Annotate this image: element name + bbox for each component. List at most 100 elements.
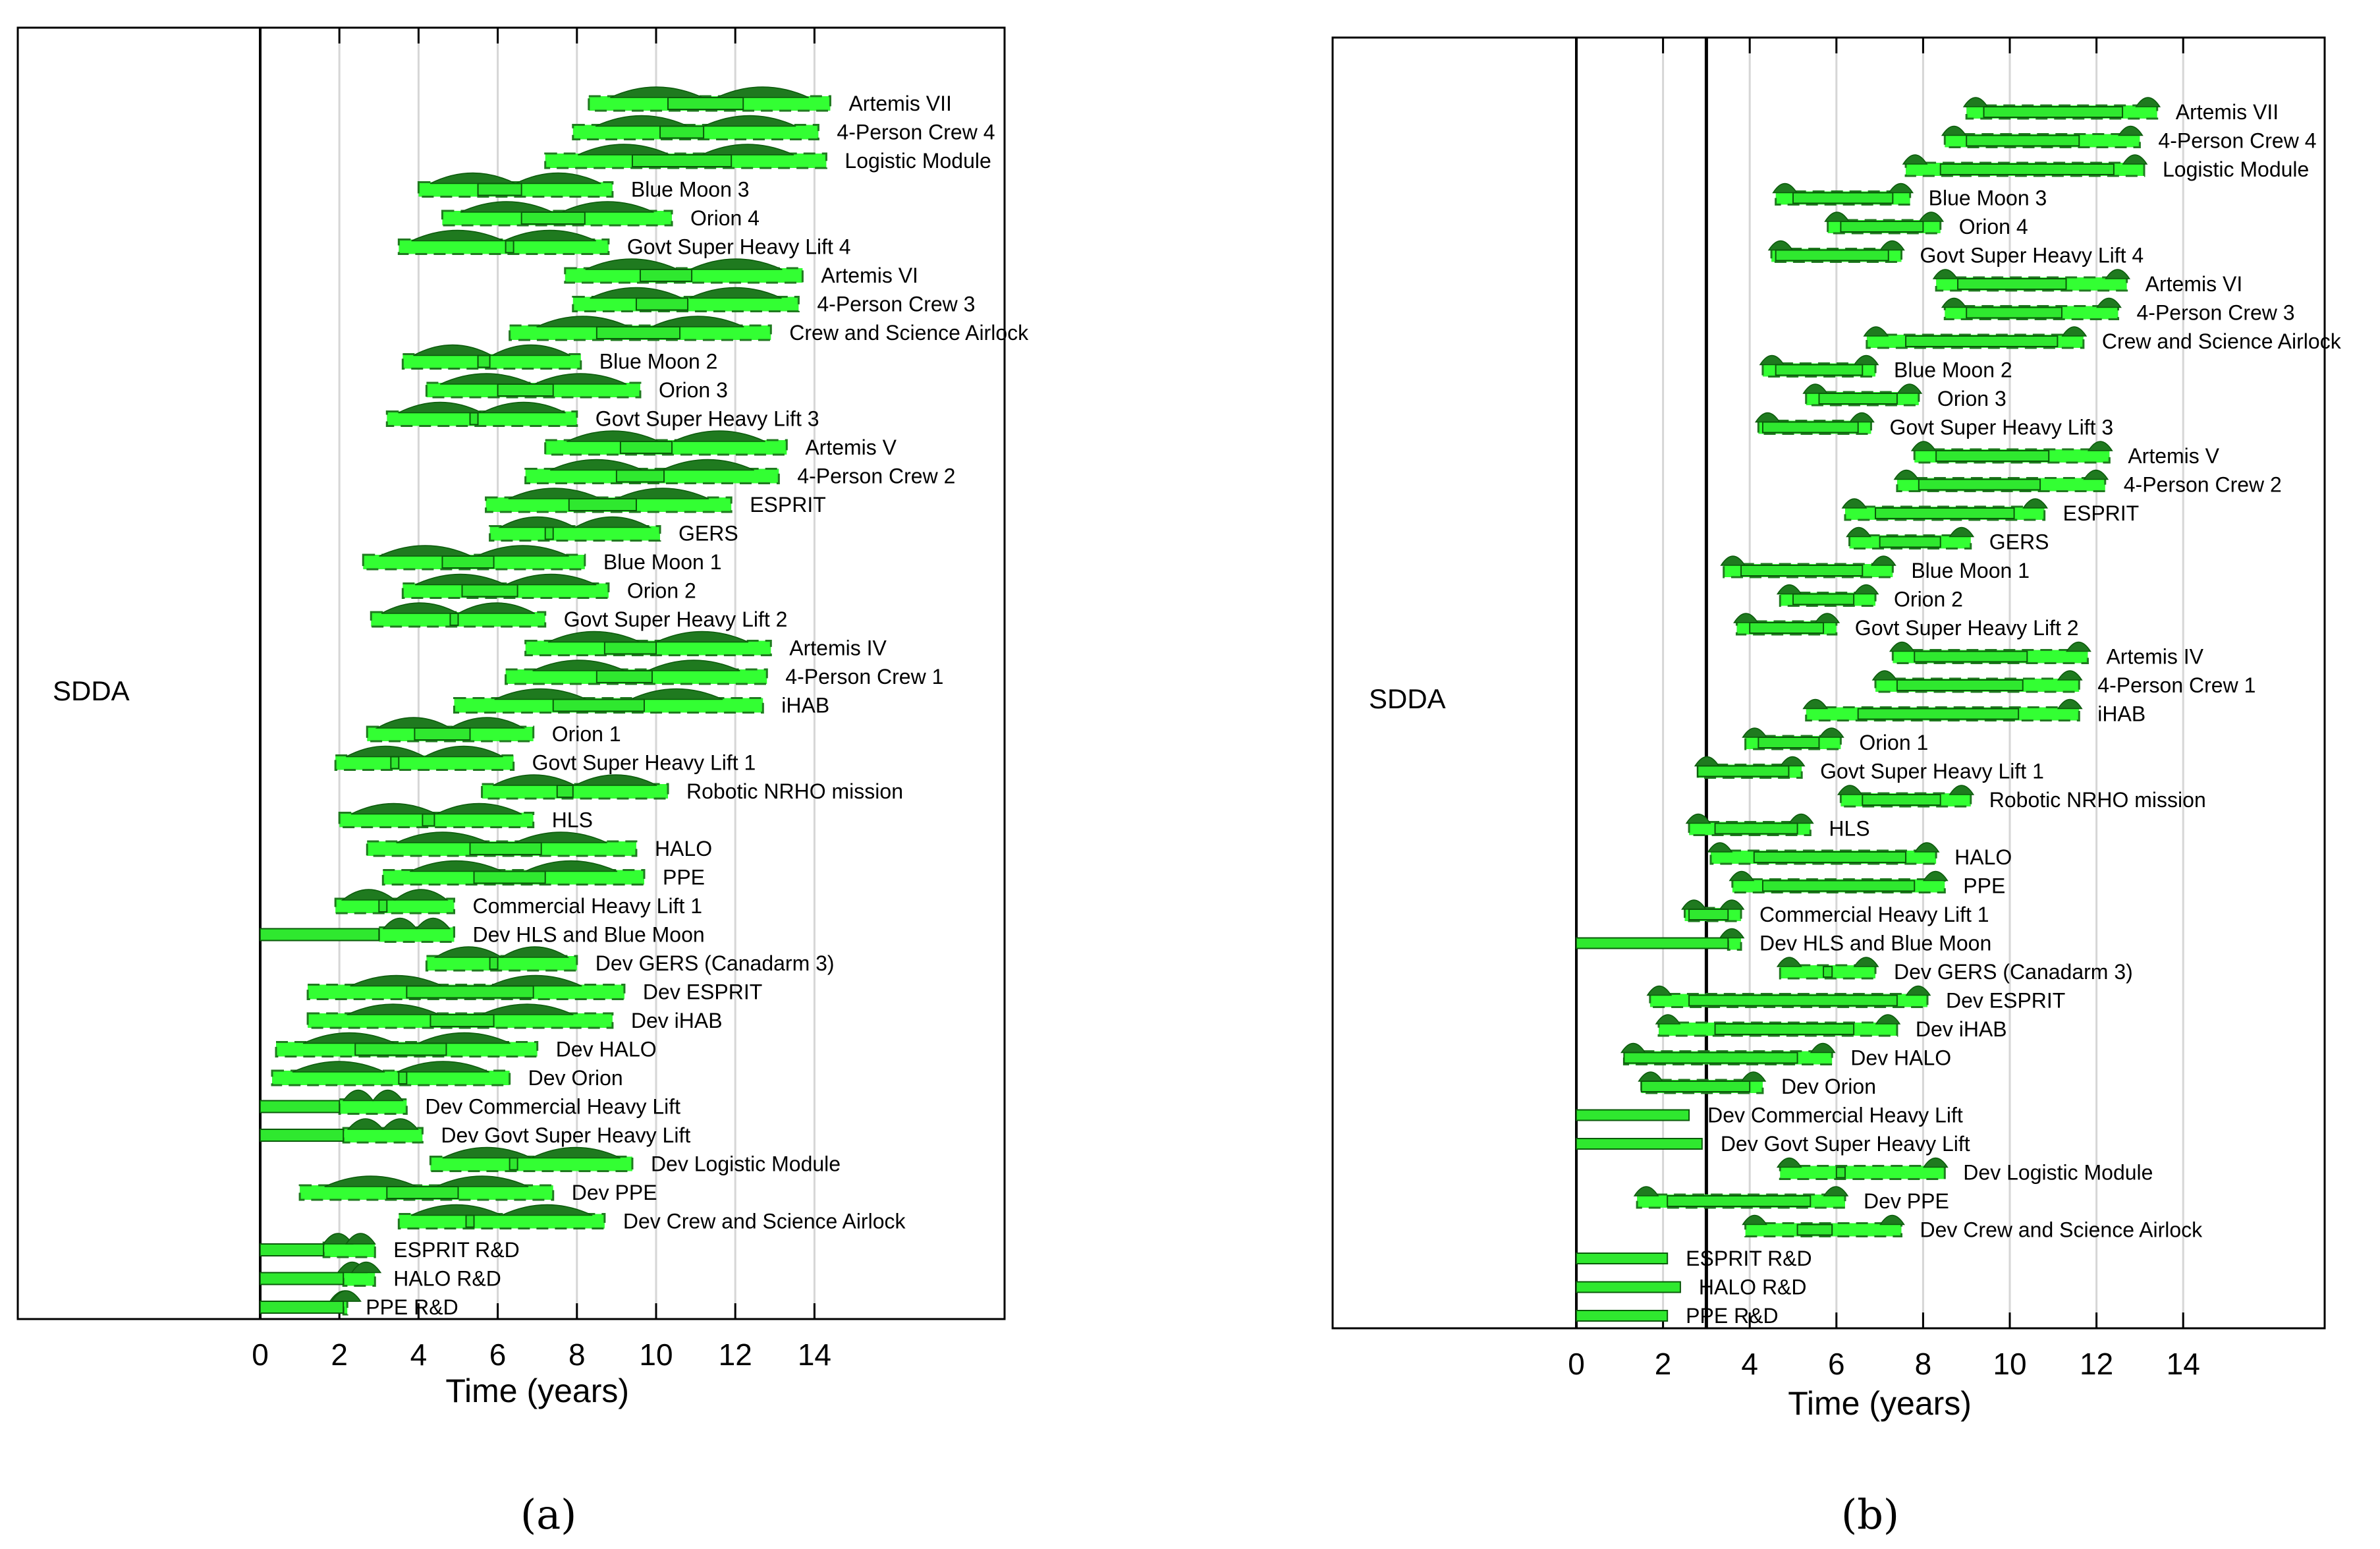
task-a-blue-moon-1: Blue Moon 1 (362, 545, 721, 574)
task-hump-start-a-logistic-module (577, 144, 671, 155)
task-hump-end-a-ppe (524, 860, 618, 872)
task-hump-start-a-4-person-crew-1 (532, 660, 625, 671)
task-hump-end-a-artemis-iv (655, 631, 749, 643)
task-bar-a-4-person-crew-1 (595, 670, 653, 683)
task-hump-end-b-4-person-crew-4 (2118, 125, 2144, 136)
task-b-4-person-crew-1: 4-Person Crew 1 (1871, 670, 2255, 697)
task-hump-end-a-hls (436, 803, 522, 815)
task-hump-end-a-4-person-crew-2 (661, 459, 754, 471)
task-a-dev-ihab: Dev iHAB (306, 1003, 723, 1032)
task-bar-b-blue-moon-1 (1740, 565, 1864, 577)
task-a-commercial-heavy-lift-1: Commercial Heavy Lift 1 (334, 889, 702, 918)
task-label-b-dev-crew-and-science-airlock: Dev Crew and Science Airlock (1920, 1218, 2203, 1242)
task-label-a-dev-ihab: Dev iHAB (631, 1009, 723, 1032)
task-bar-a-gers (544, 526, 554, 540)
task-a-orion-2: Orion 2 (401, 573, 696, 603)
task-bar-a-govt-super-heavy-lift-4 (505, 240, 514, 254)
task-bar-b-crew-and-science-airlock (1905, 335, 2059, 347)
task-hump-end-a-gers (572, 516, 652, 528)
task-hump-end-b-artemis-vii (2135, 97, 2161, 107)
task-b-govt-super-heavy-lift-3: Govt Super Heavy Lift 3 (1754, 412, 2113, 439)
task-bar-b-dev-govt-super-heavy-lift (1576, 1138, 1703, 1150)
plot-frame-a (16, 26, 1006, 1320)
task-a-orion-4: Orion 4 (441, 201, 760, 230)
task-bar-a-halo-r-d (260, 1272, 345, 1285)
task-label-b-robotic-nrho-mission: Robotic NRHO mission (1989, 788, 2206, 812)
task-bar-a-ppe (473, 870, 546, 884)
task-hump-start-b-orion-1 (1742, 727, 1767, 738)
task-bar-a-halo (469, 842, 542, 855)
task-label-a-dev-orion: Dev Orion (528, 1066, 623, 1090)
task-hump-start-a-commercial-heavy-lift-1 (341, 889, 397, 901)
task-bar-a-dev-hls-and-blue-moon (260, 928, 380, 942)
task-hump-end-a-dev-orion (397, 1061, 489, 1073)
task-hump-start-a-artemis-vii (610, 86, 703, 98)
task-label-a-govt-super-heavy-lift-2: Govt Super Heavy Lift 2 (564, 607, 788, 631)
task-bar-a-orion-3 (497, 383, 554, 397)
task-bar-a-artemis-vii (667, 97, 744, 110)
task-hump-end-a-orion-3 (534, 373, 627, 385)
task-bar-b-blue-moon-3 (1792, 192, 1894, 204)
task-bar-a-orion-2 (461, 584, 518, 598)
task-b-dev-ihab: Dev iHAB (1655, 1014, 2007, 1041)
task-hump-end-b-hls (1788, 813, 1814, 824)
task-a-dev-crew-and-science-airlock: Dev Crew and Science Airlock (397, 1204, 906, 1233)
task-bar-b-govt-super-heavy-lift-2 (1749, 622, 1825, 634)
task-hump-end-a-dev-govt-super-heavy-lift (381, 1118, 419, 1130)
task-hump-start-a-dev-crew-and-science-airlock (410, 1204, 502, 1216)
task-label-b-orion-3: Orion 3 (1937, 387, 2006, 410)
task-hump-start-b-dev-crew-and-science-airlock (1742, 1214, 1767, 1225)
task-hump-start-b-dev-esprit (1646, 985, 1673, 996)
task-a-esprit-r-d: ESPRIT R&D (260, 1233, 520, 1262)
task-spread-a-hls (338, 812, 535, 828)
task-b-gers: GERS (1846, 526, 2049, 554)
task-hump-end-b-dev-ihab (1875, 1014, 1901, 1025)
task-label-b-dev-govt-super-heavy-lift: Dev Govt Super Heavy Lift (1721, 1132, 1970, 1156)
task-bar-a-blue-moon-3 (477, 183, 522, 196)
task-bar-a-govt-super-heavy-lift-2 (449, 613, 459, 626)
task-b-crew-and-science-airlock: Crew and Science Airlock (1863, 326, 2342, 353)
task-bar-a-dev-halo (354, 1042, 447, 1056)
task-hump-end-b-orion-3 (1896, 383, 1923, 394)
caption-a: (a) (520, 1490, 577, 1538)
task-hump-end-a-dev-ihab (481, 1003, 574, 1015)
task-hump-end-b-govt-super-heavy-lift-1 (1779, 756, 1806, 767)
task-a-dev-gers-canadarm-3: Dev GERS (Canadarm 3) (425, 946, 835, 975)
task-hump-end-b-crew-and-science-airlock (2061, 326, 2088, 337)
task-label-a-crew-and-science-airlock: Crew and Science Airlock (789, 321, 1029, 345)
task-bar-a-logistic-module (631, 154, 733, 167)
task-bar-a-dev-ppe (386, 1186, 459, 1199)
task-label-b-ppe: PPE (1963, 874, 2005, 898)
task-label-a-4-person-crew-2: 4-Person Crew 2 (797, 465, 955, 488)
task-label-a-esprit: ESPRIT (750, 493, 826, 517)
task-hump-start-b-4-person-crew-2 (1893, 469, 1920, 480)
task-a-4-person-crew-2: 4-Person Crew 2 (524, 459, 955, 488)
plot-frame-b (1331, 36, 2326, 1330)
task-label-a-ppe-r-d: PPE R&D (366, 1295, 458, 1319)
task-label-b-ihab: iHAB (2097, 702, 2145, 726)
task-a-dev-halo: Dev HALO (275, 1032, 657, 1061)
task-hump-end-b-dev-crew-and-science-airlock (1879, 1214, 1905, 1225)
task-hump-end-b-4-person-crew-2 (2083, 469, 2109, 480)
task-b-ppe-r-d: PPE R&D (1576, 1304, 1779, 1328)
task-hump-start-a-robotic-nrho-mission (493, 774, 576, 786)
task-hump-start-a-halo (396, 831, 489, 843)
task-b-4-person-crew-3: 4-Person Crew 3 (1941, 297, 2295, 325)
task-hump-start-a-blue-moon-1 (379, 545, 472, 557)
task-hump-end-a-halo (514, 831, 607, 843)
task-b-dev-esprit: Dev ESPRIT (1646, 985, 2065, 1013)
task-hump-end-b-ppe (1922, 870, 1949, 882)
task-label-b-esprit-r-d: ESPRIT R&D (1686, 1247, 1812, 1270)
task-b-dev-orion: Dev Orion (1638, 1071, 1876, 1098)
task-hump-end-a-artemis-v (673, 430, 765, 442)
task-b-esprit-r-d: ESPRIT R&D (1576, 1247, 1812, 1270)
task-a-hls: HLS (338, 803, 593, 832)
task-b-blue-moon-2: Blue Moon 2 (1759, 354, 2012, 382)
tick-label-a-8: 8 (568, 1338, 586, 1372)
task-a-4-person-crew-4: 4-Person Crew 4 (572, 115, 995, 144)
task-hump-start-b-commercial-heavy-lift-1 (1681, 899, 1707, 910)
task-bar-b-govt-super-heavy-lift-4 (1775, 249, 1889, 262)
task-label-b-dev-logistic-module: Dev Logistic Module (1963, 1161, 2153, 1185)
task-hump-start-a-gers (498, 516, 577, 528)
task-bar-b-dev-esprit (1688, 994, 1898, 1007)
